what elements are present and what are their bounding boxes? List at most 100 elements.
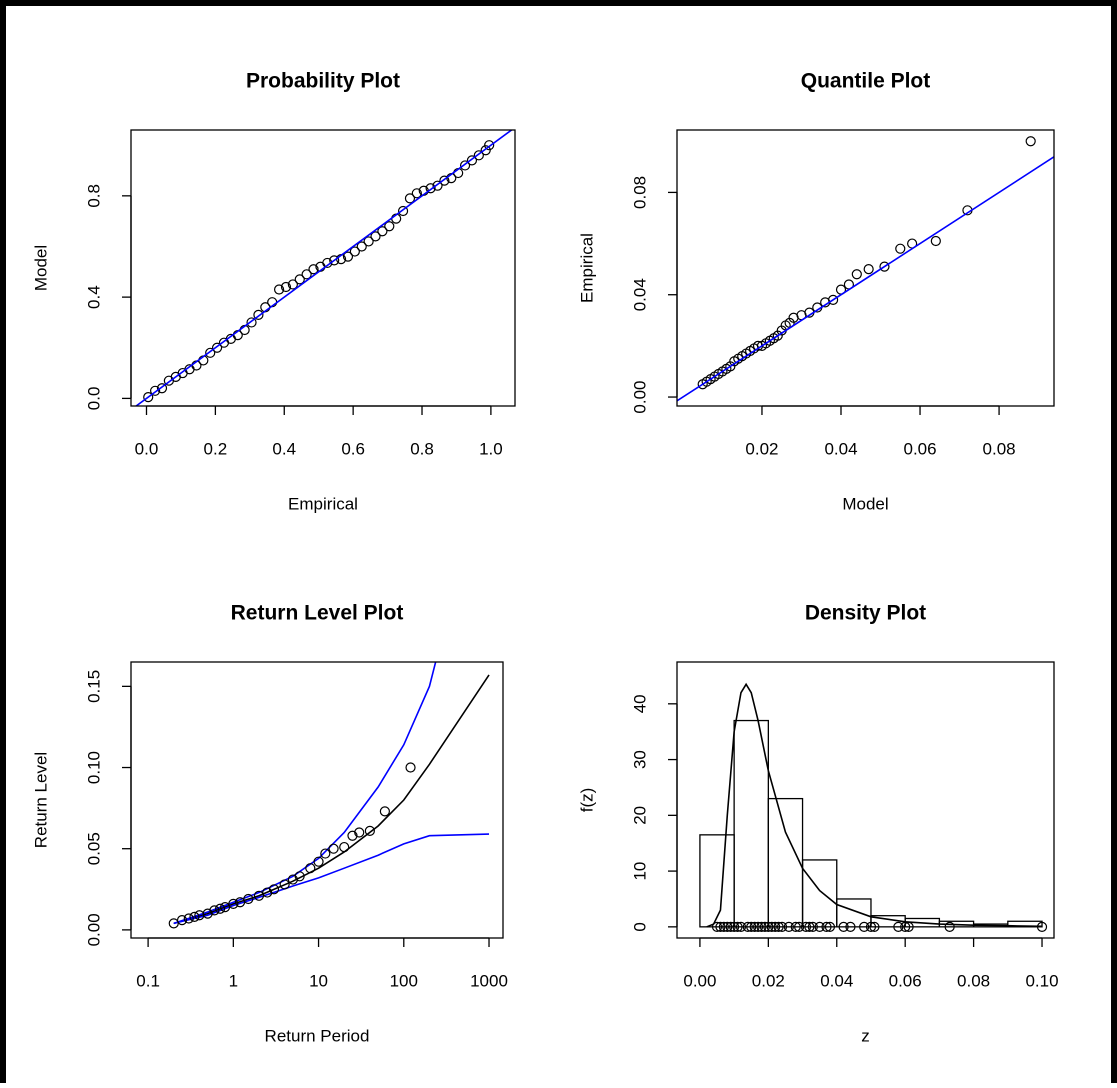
- y-tick-label: 0.0: [84, 387, 103, 411]
- rug-point: [763, 921, 774, 932]
- point: [294, 871, 305, 882]
- rug-point: [845, 921, 856, 932]
- histogram-bar: [836, 898, 872, 928]
- x-tick-label: 10: [309, 971, 328, 990]
- x-tick-label: 1: [229, 971, 238, 990]
- rug-point: [725, 921, 736, 932]
- y-tick-label: 30: [630, 750, 649, 769]
- rug-point: [824, 921, 836, 932]
- point: [1025, 136, 1036, 147]
- y-tick-label: 40: [630, 694, 649, 713]
- y-tick-label: 0.15: [84, 670, 103, 703]
- y-tick-label: 0.00: [630, 381, 649, 414]
- point: [432, 180, 443, 191]
- point: [294, 274, 305, 285]
- x-tick-label: 0.1: [136, 971, 160, 990]
- x-tick-label: 100: [390, 971, 418, 990]
- panel: Quantile Plot Model Empirical 0.02 0.04 0.06 0…: [577, 70, 1055, 513]
- point: [411, 188, 422, 199]
- point: [863, 264, 874, 275]
- point: [183, 913, 194, 924]
- y-tick-label: 0.04: [630, 278, 649, 311]
- point: [339, 841, 350, 853]
- x-tick-label: 0.06: [903, 439, 936, 458]
- point: [349, 246, 360, 257]
- rug-point: [746, 921, 757, 932]
- rug-point: [893, 921, 904, 932]
- point: [397, 205, 409, 217]
- point: [211, 342, 223, 353]
- rug-point: [783, 921, 794, 932]
- y-tick-label: 20: [630, 806, 649, 825]
- plot-area: [168, 662, 490, 929]
- point: [484, 140, 495, 151]
- y-tick-label: 10: [630, 862, 649, 881]
- y-tick-label: 0.4: [84, 285, 103, 309]
- point: [405, 762, 416, 773]
- rug-point: [759, 921, 771, 932]
- x-tick-label: 0.04: [824, 439, 857, 458]
- point: [347, 830, 358, 841]
- point: [189, 911, 200, 922]
- curve: [706, 682, 1043, 928]
- point: [370, 231, 381, 242]
- point: [253, 309, 264, 320]
- x-tick-label: 0.2: [204, 439, 228, 458]
- point: [439, 175, 450, 186]
- x-tick-label: 0.0: [135, 439, 159, 458]
- rug-point: [773, 921, 784, 932]
- rug-point: [869, 921, 880, 932]
- y-tick-label: 0.00: [84, 913, 103, 946]
- y-axis-label: Return Level: [31, 752, 50, 848]
- point: [379, 806, 390, 817]
- point: [287, 874, 299, 885]
- x-tick-label: 0.04: [820, 971, 853, 990]
- x-axis-label: Return Period: [265, 1026, 370, 1045]
- rug-point: [903, 921, 914, 932]
- point: [243, 893, 254, 905]
- point: [930, 235, 941, 247]
- rug-point: [838, 921, 849, 932]
- rug-point: [900, 921, 911, 932]
- plot-box: [130, 661, 504, 939]
- point: [895, 243, 906, 254]
- y-axis-label: f(z): [577, 788, 596, 813]
- rug-point: [770, 921, 781, 932]
- y-tick-label: 0.8: [84, 184, 103, 208]
- rug-point: [749, 921, 760, 932]
- rug-point: [766, 921, 777, 932]
- point: [156, 383, 168, 394]
- point: [473, 150, 484, 161]
- x-tick-label: 1.0: [479, 439, 503, 458]
- point: [287, 279, 298, 290]
- point: [364, 825, 375, 836]
- point: [202, 908, 213, 919]
- x-tick-label: 0.10: [1025, 971, 1058, 990]
- point: [320, 848, 331, 859]
- point: [150, 385, 161, 396]
- x-tick-label: 0.06: [889, 971, 922, 990]
- rug-point: [794, 921, 805, 932]
- plot-area: [699, 682, 1048, 932]
- point: [205, 347, 216, 358]
- point: [329, 255, 340, 266]
- y-tick-label: 0.05: [84, 832, 103, 865]
- x-axis-label: z: [861, 1026, 870, 1045]
- x-axis-label: Model: [842, 494, 888, 513]
- rug-point: [944, 921, 955, 932]
- rug-point: [735, 921, 747, 932]
- rug-point: [790, 921, 801, 932]
- point: [363, 236, 374, 247]
- rug-point: [776, 921, 788, 932]
- point: [268, 884, 280, 895]
- point: [273, 284, 285, 295]
- rug-point: [804, 921, 815, 932]
- plot-box: [130, 129, 516, 407]
- point: [356, 241, 367, 252]
- x-tick-label: 0.4: [272, 439, 296, 458]
- plot-box: [676, 129, 1055, 407]
- x-axis-label: Empirical: [288, 494, 358, 513]
- rug-point: [732, 921, 743, 932]
